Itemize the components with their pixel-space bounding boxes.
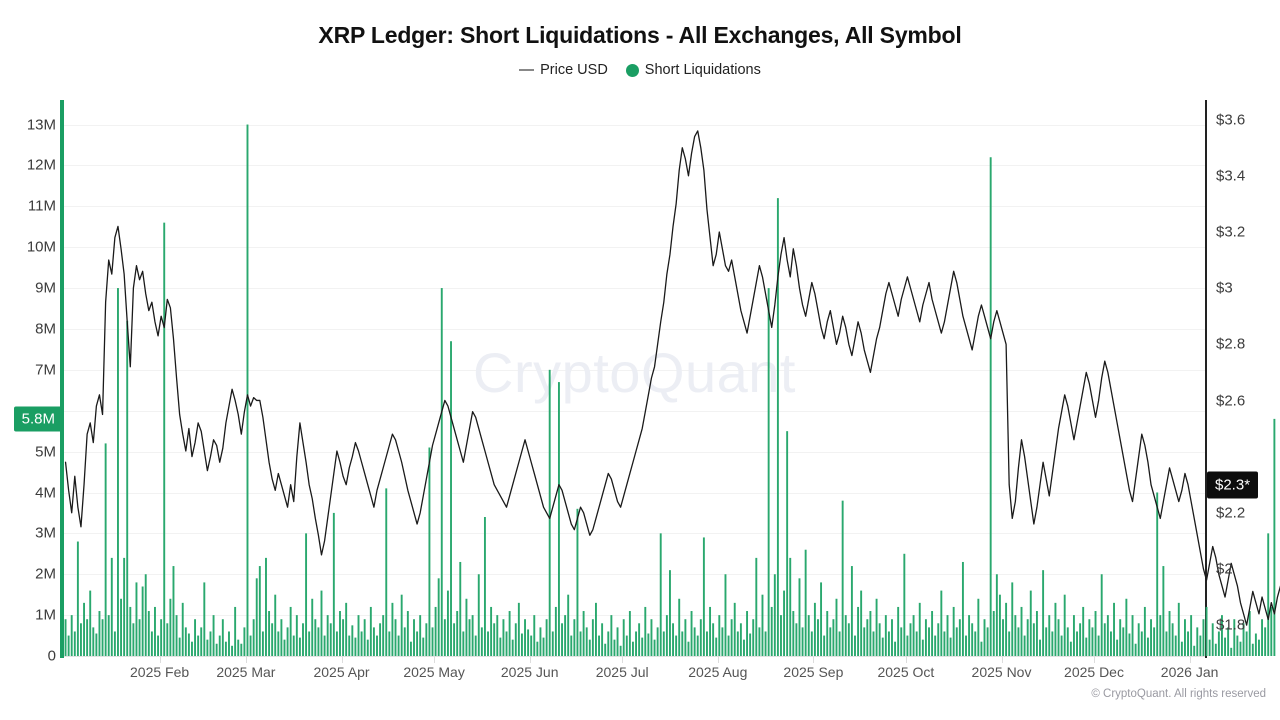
left-axis-tick-label: 1M <box>35 606 56 624</box>
left-axis-tick-label: 13M <box>26 116 56 133</box>
right-axis-tick-label: $2.8 <box>1216 335 1246 353</box>
legend-label-short-liquidations: Short Liquidations <box>644 62 761 78</box>
bars-layer <box>64 124 1276 657</box>
left-axis-line <box>60 100 64 658</box>
x-axis-tick-mark <box>813 656 815 663</box>
right-axis-tick-label: $2 <box>1216 560 1233 578</box>
x-axis-tick-mark <box>245 656 247 663</box>
x-axis-tick-label: 2025 Feb <box>130 664 190 680</box>
x-axis-tick-mark <box>1001 656 1003 663</box>
plot-background <box>64 100 1205 656</box>
x-axis-tick-mark <box>341 656 343 663</box>
legend-item-price-usd[interactable]: Price USD <box>519 62 608 78</box>
gridline <box>64 369 1205 371</box>
x-axis-tick-mark <box>1189 656 1191 663</box>
right-axis-tick-label: $2.2 <box>1216 504 1246 522</box>
gridline <box>64 124 1205 126</box>
right-axis-line <box>1205 100 1207 658</box>
left-axis-tick-label: 2M <box>35 565 56 583</box>
plot-area[interactable]: CryptoQuant <box>64 100 1280 657</box>
left-axis-tick-label: 4M <box>35 484 56 501</box>
x-axis-tick-mark <box>905 656 907 663</box>
x-axis-tick-label: 2025 Aug <box>688 664 748 680</box>
x-axis-tick-label: 2026 Jan <box>1160 664 1219 680</box>
right-axis-tick-label: $1.8 <box>1216 616 1246 634</box>
x-axis-tick-mark <box>1094 656 1095 663</box>
price-line-layer <box>64 130 1280 626</box>
legend-item-short-liquidations[interactable]: Short Liquidations <box>625 62 761 78</box>
legend-label-price-usd: Price USD <box>540 62 608 78</box>
x-axis-tick-label: 2025 Jul <box>595 664 649 680</box>
gridline <box>64 288 1205 290</box>
x-axis-tick-label: 2025 Dec <box>1064 664 1124 680</box>
left-axis-tick-label: 9M <box>35 279 56 297</box>
left-axis-tick-label: 0 <box>47 647 56 665</box>
x-axis-tick-mark <box>529 656 531 663</box>
left-axis-tick-label: 8M <box>35 320 56 338</box>
left-axis-tick-label: 5M <box>35 443 56 461</box>
gridline <box>64 206 1205 208</box>
right-axis-tick-label: $3.2 <box>1216 223 1246 241</box>
gridline <box>64 247 1205 249</box>
chart-legend: Price USD Short Liquidations <box>0 62 1280 78</box>
gridline <box>64 410 1205 412</box>
x-axis-tick-mark <box>434 656 436 663</box>
right-axis-tick-label: $3.4 <box>1216 167 1246 185</box>
gridline <box>64 328 1205 330</box>
right-value-badge: $2.3* <box>1207 471 1259 499</box>
footer-credit: © CryptoQuant. All rights reserved <box>1091 688 1266 700</box>
x-axis-tick-label: 2025 Nov <box>971 664 1032 680</box>
gridline <box>64 615 1205 617</box>
page-title: XRP Ledger: Short Liquidations - All Exc… <box>318 22 962 48</box>
right-axis-tick-label: $2.6 <box>1216 392 1246 409</box>
gridline <box>64 451 1205 453</box>
x-axis-tick-mark <box>717 656 719 663</box>
x-axis-tick-label: 2025 Jun <box>500 664 559 680</box>
gridline <box>64 492 1205 494</box>
left-axis-tick-label: 11M <box>27 197 56 215</box>
left-axis-tick-label: 3M <box>35 524 56 542</box>
gridline <box>64 165 1205 167</box>
bottom-axis-line <box>64 656 1205 657</box>
left-axis-tick-label: 7M <box>35 361 56 379</box>
left-axis-tick-label: 12M <box>26 156 56 174</box>
gridline <box>64 574 1205 576</box>
x-axis-tick-label: 2025 May <box>403 664 465 680</box>
right-axis-tick-label: $3.6 <box>1216 111 1246 129</box>
right-axis-tick-label: $3 <box>1216 279 1233 297</box>
x-axis-tick-label: 2025 Apr <box>313 664 370 680</box>
x-axis-tick-label: 2025 Oct <box>877 664 935 680</box>
x-axis-tick-label: 2025 Sep <box>783 664 844 680</box>
line-dash-icon <box>519 69 535 71</box>
circle-dot-icon <box>625 63 639 77</box>
left-value-badge: 5.8M <box>13 406 62 432</box>
x-axis-tick-mark <box>622 656 624 663</box>
x-axis-tick-label: 2025 Mar <box>216 664 276 680</box>
gridline <box>64 533 1205 535</box>
x-axis-tick-mark <box>159 656 161 663</box>
left-axis-tick-label: 10M <box>26 238 56 256</box>
